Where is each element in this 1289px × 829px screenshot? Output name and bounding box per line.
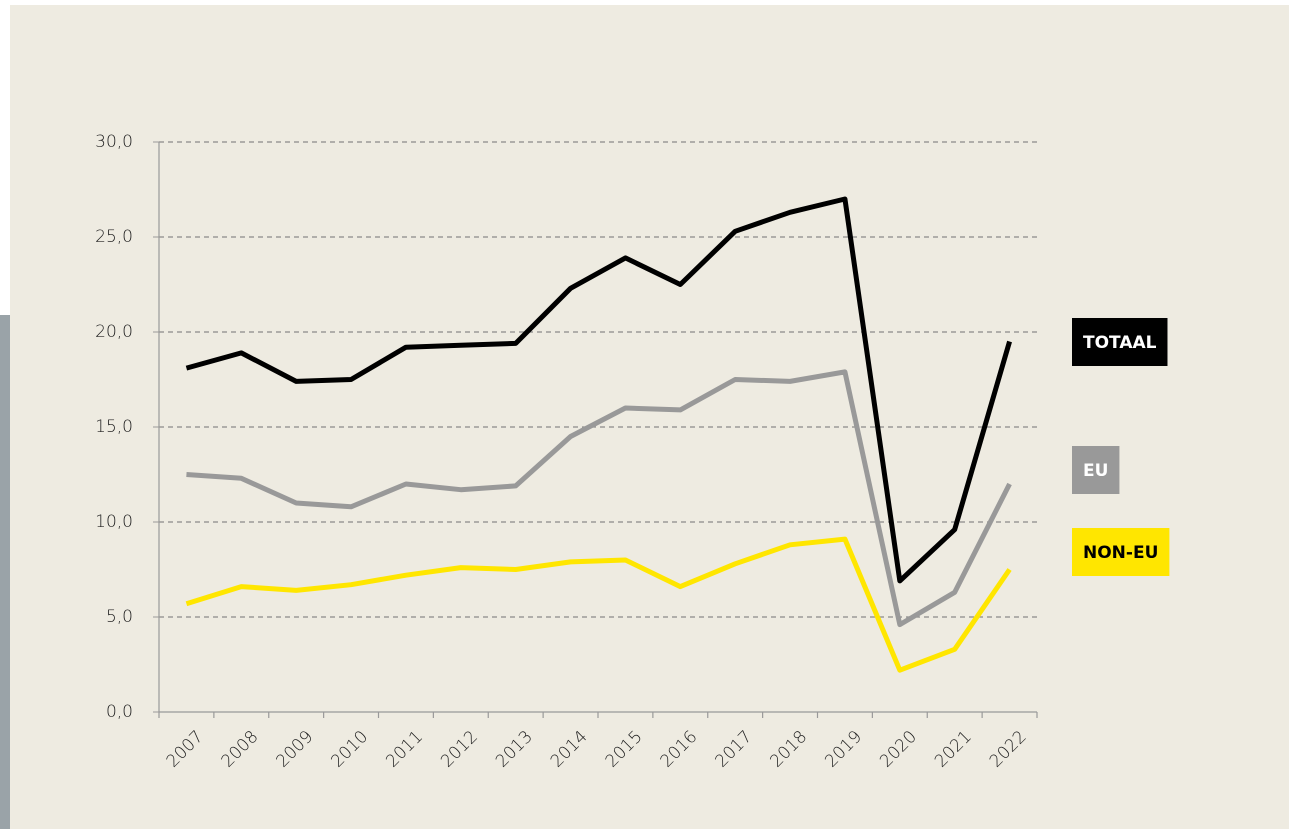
y-tick-label: 15,0: [95, 417, 133, 437]
y-tick-label: 0,0: [106, 702, 133, 722]
legend-item: NON-EU: [1072, 528, 1169, 576]
y-tick-label: 20,0: [95, 322, 133, 342]
page: {"chart_data": {"type": "line", "categor…: [0, 0, 1289, 829]
chart-panel: [10, 5, 1289, 829]
y-tick-label: 30,0: [95, 132, 133, 152]
chart: 0,05,010,015,020,025,030,020072008200920…: [0, 0, 1289, 829]
legend-label: TOTAAL: [1083, 333, 1157, 353]
legend-item: EU: [1072, 446, 1119, 494]
legend-label: EU: [1083, 461, 1108, 481]
y-tick-label: 25,0: [95, 227, 133, 247]
legend-label: NON-EU: [1083, 543, 1158, 563]
legend-item: TOTAAL: [1072, 318, 1167, 366]
y-tick-label: 5,0: [106, 607, 133, 627]
y-tick-label: 10,0: [95, 512, 133, 532]
